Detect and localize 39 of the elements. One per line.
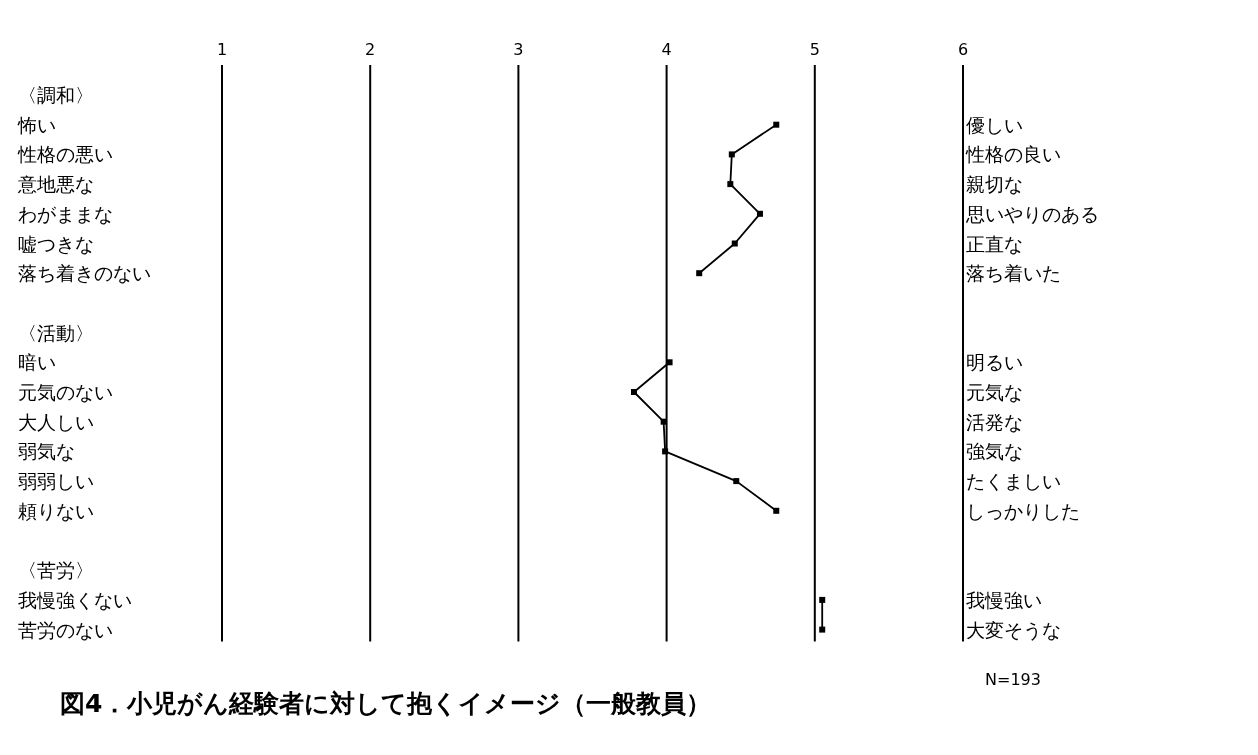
y2-tick-label: 活発な <box>966 410 1023 433</box>
y-tick-label: 我慢強くない <box>18 588 132 611</box>
y-tick-label: 大人しい <box>18 410 94 433</box>
y-tick-label: 頼りない <box>18 499 94 522</box>
text: 図4．小児がん経験者に対して抱くイメージ（一般教員） <box>60 689 712 718</box>
y2-tick-label: 思いやりのある <box>965 202 1099 225</box>
y-tick-label: 〈苦労〉 <box>18 559 94 582</box>
y2-tick-label: 明るい <box>966 351 1023 374</box>
y2-tick-label: しっかりした <box>966 499 1080 522</box>
x-tick-label: 6 <box>957 40 969 59</box>
x-tick-label: 1 <box>216 40 228 59</box>
y-tick-label: 暗い <box>18 351 56 374</box>
y2-tick-label: 性格の良い <box>965 143 1061 166</box>
x-tick-label: 4 <box>661 40 672 59</box>
y-tick-label: 〈活動〉 <box>18 321 94 344</box>
y-tick-label: 意地悪な <box>17 173 94 196</box>
y2-tick-label: 落ち着いた <box>966 262 1061 285</box>
y-tick-label: 性格の悪い <box>17 143 113 166</box>
x-tick-label: 3 <box>513 40 524 59</box>
y2-tick-label: 元気な <box>966 381 1023 403</box>
y2-tick-label: 強気な <box>966 440 1023 463</box>
x-tick-label: 2 <box>365 40 376 59</box>
y-tick-label: 怖い <box>17 113 56 136</box>
y2-tick-label: 優しい <box>966 113 1023 136</box>
y-tick-label: 弱弱しい <box>18 470 94 493</box>
x-tick-label: 5 <box>809 40 820 59</box>
y2-tick-label: 正直な <box>966 232 1023 255</box>
y-tick-label: 落ち着きのない <box>18 262 151 285</box>
y2-tick-label: 大変そうな <box>966 618 1061 641</box>
y-tick-label: 〈調和〉 <box>18 84 94 106</box>
y-tick-label: わがままな <box>18 202 113 225</box>
y-tick-label: 嘘つきな <box>18 232 94 255</box>
y2-tick-label: 親切な <box>966 173 1023 196</box>
y2-tick-label: 我慢強い <box>966 588 1042 611</box>
text: N=193 <box>985 670 1041 689</box>
y-tick-label: 苦労のない <box>18 618 113 641</box>
y2-tick-label: たくましい <box>966 470 1061 493</box>
y-tick-label: 弱気な <box>18 440 75 463</box>
y-tick-label: 元気のない <box>18 381 113 403</box>
